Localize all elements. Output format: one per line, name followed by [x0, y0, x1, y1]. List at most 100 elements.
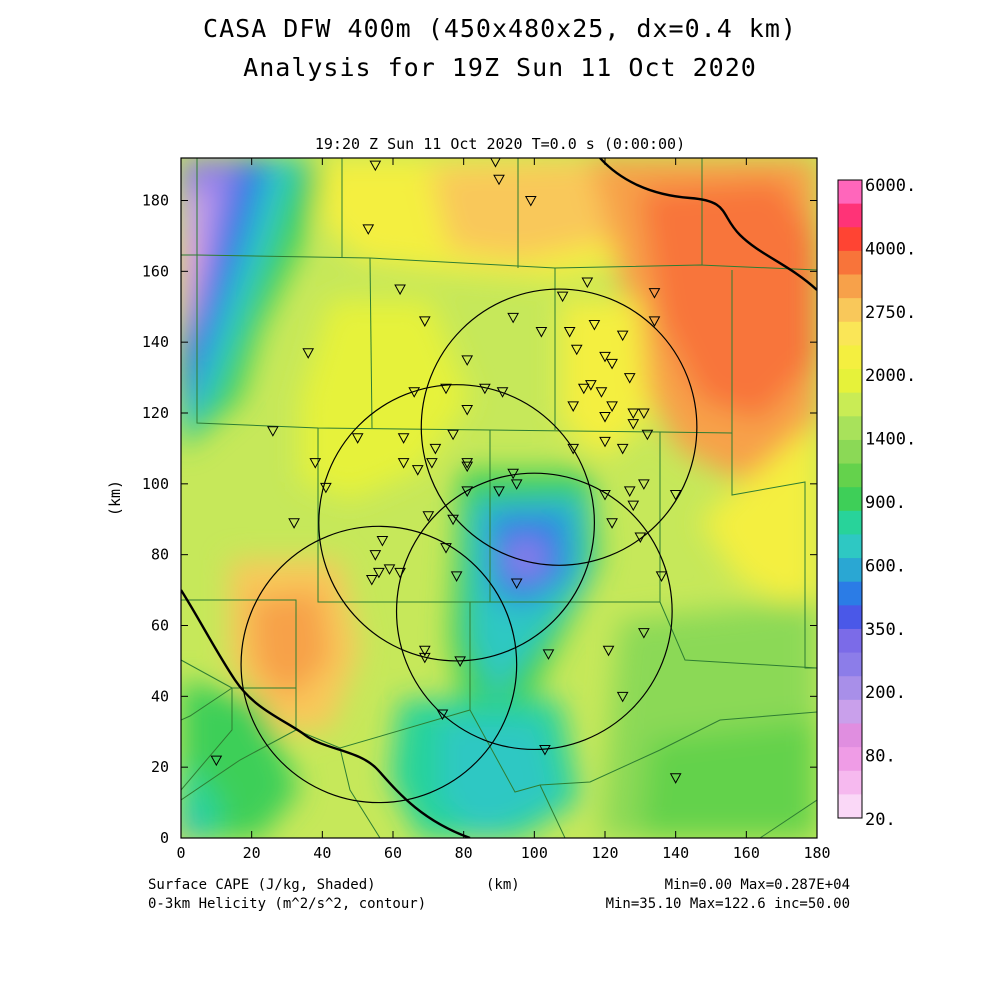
- station-marker: [436, 709, 449, 721]
- y-tick-label: 0: [160, 829, 169, 847]
- y-tick-label: 160: [142, 262, 169, 280]
- colorbar-label: 2000.: [865, 366, 916, 386]
- station-marker: [638, 628, 650, 639]
- colorbar-swatch: [838, 298, 862, 323]
- station-marker: [606, 401, 618, 412]
- station-marker: [627, 419, 640, 430]
- station-marker: [454, 656, 466, 667]
- station-marker: [461, 404, 474, 416]
- y-tick-label: 60: [151, 617, 169, 635]
- station-marker: [397, 458, 410, 469]
- colorbar-label: 4000.: [865, 239, 916, 259]
- colorbar-swatch: [838, 392, 862, 417]
- station-marker: [577, 383, 590, 395]
- station-marker: [638, 408, 650, 420]
- station-marker: [369, 550, 382, 561]
- station-marker: [461, 355, 474, 366]
- station-marker: [535, 327, 548, 338]
- county-boundaries: [181, 158, 817, 838]
- colorbar-label: 20.: [865, 810, 896, 830]
- colorbar-swatch: [838, 463, 862, 488]
- colorbar-label: 80.: [865, 747, 896, 767]
- colorbar-swatch: [838, 180, 862, 205]
- colorbar-swatch: [838, 321, 862, 346]
- station-marker: [426, 458, 438, 469]
- colorbar-swatch: [838, 369, 862, 394]
- station-marker: [627, 408, 640, 420]
- helicity-contour: [420, 288, 698, 566]
- colorbar-swatch: [838, 203, 862, 228]
- station-marker: [599, 436, 611, 448]
- colorbar-swatch: [838, 274, 862, 299]
- station-marker: [376, 536, 389, 547]
- station-marker: [373, 567, 385, 579]
- colorbar-swatch: [838, 581, 862, 606]
- y-tick-label: 80: [151, 546, 169, 564]
- y-tick-label: 180: [142, 192, 169, 210]
- colorbar-label: 900.: [865, 493, 906, 513]
- station-marker: [581, 277, 594, 288]
- station-marker: [510, 479, 523, 490]
- station-marker: [461, 486, 474, 497]
- station-marker: [599, 489, 611, 501]
- shaded-stats: Min=0.00 Max=0.287E+04: [664, 877, 850, 893]
- helicity-contour: [318, 384, 595, 662]
- x-tick-label: 80: [455, 844, 473, 862]
- station-marker: [440, 543, 452, 554]
- colorbar-label: 600.: [865, 556, 906, 576]
- x-tick-label: 0: [176, 844, 185, 862]
- cape-shaded-field: [181, 158, 817, 838]
- y-axis-label: (km): [106, 480, 124, 516]
- colorbar-swatch: [838, 558, 862, 583]
- station-marker: [606, 358, 618, 370]
- station-marker: [623, 373, 636, 384]
- colorbar-swatch: [838, 487, 862, 512]
- station-marker: [634, 532, 647, 543]
- station-marker: [648, 288, 661, 299]
- x-tick-label: 180: [803, 844, 830, 862]
- station-marker: [627, 500, 640, 512]
- station-marker: [599, 351, 611, 363]
- station-marker: [616, 443, 629, 455]
- station-marker: [623, 486, 636, 497]
- station-marker: [450, 571, 463, 582]
- y-tick-label: 140: [142, 333, 169, 351]
- colorbar-swatch: [838, 794, 862, 819]
- station-marker: [397, 433, 410, 444]
- colorbar-swatch: [838, 510, 862, 535]
- station-marker: [567, 401, 580, 412]
- station-marker: [490, 158, 501, 168]
- station-marker: [418, 652, 431, 664]
- station-marker: [524, 196, 537, 207]
- helicity-contour: [240, 525, 518, 804]
- colorbar-swatch: [838, 534, 862, 559]
- station-marker: [365, 574, 378, 586]
- y-tick-label: 40: [151, 687, 169, 705]
- y-tick-label: 20: [151, 758, 169, 776]
- station-marker: [556, 291, 569, 303]
- x-tick-label: 40: [313, 844, 331, 862]
- shaded-field-label: Surface CAPE (J/kg, Shaded): [148, 877, 376, 893]
- figure-title-line1: CASA DFW 400m (450x480x25, dx=0.4 km): [203, 14, 797, 43]
- station-marker: [616, 691, 629, 703]
- x-tick-label: 140: [662, 844, 689, 862]
- y-tick-label: 100: [142, 475, 169, 493]
- colorbar-label: 1400.: [865, 430, 916, 450]
- station-marker: [309, 458, 322, 469]
- station-marker: [507, 468, 519, 480]
- station-marker: [369, 160, 382, 172]
- colorbar-swatch: [838, 250, 862, 276]
- station-marker: [496, 387, 509, 398]
- colorbar-label: 200.: [865, 683, 906, 703]
- figure-title-line2: Analysis for 19Z Sun 11 Oct 2020: [243, 53, 757, 82]
- station-marker: [429, 443, 442, 455]
- x-tick-label: 60: [384, 844, 402, 862]
- station-marker: [447, 429, 459, 441]
- colorbar-swatch: [838, 628, 862, 654]
- station-marker: [655, 571, 668, 582]
- station-marker: [567, 443, 580, 455]
- colorbar-swatch: [838, 227, 862, 252]
- station-marker: [507, 312, 519, 324]
- station-marker: [570, 344, 583, 356]
